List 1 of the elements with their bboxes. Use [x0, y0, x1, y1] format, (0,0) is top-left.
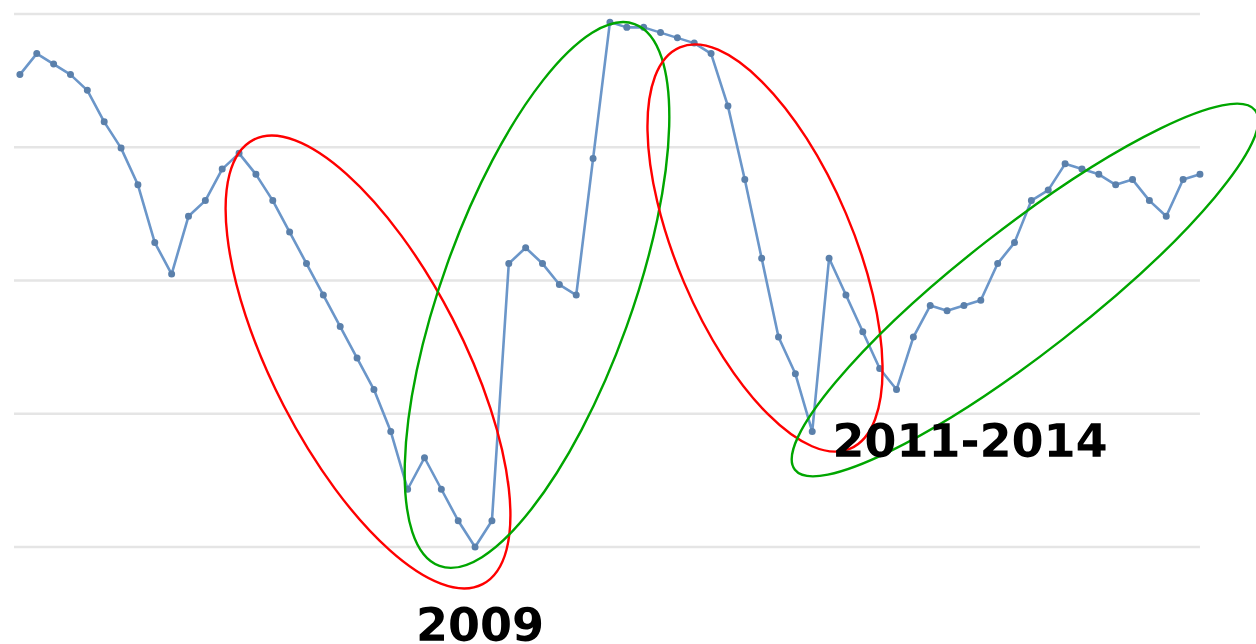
text: 2009: [419, 606, 542, 642]
